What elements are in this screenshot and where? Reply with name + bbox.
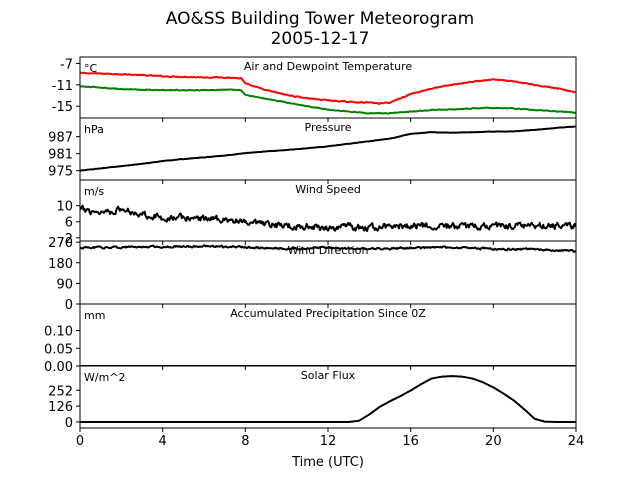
series-line-2 bbox=[80, 85, 576, 115]
y-tick-label: 0.00 bbox=[44, 360, 73, 375]
panel-label: Wind Speed bbox=[295, 183, 361, 196]
y-tick-label: 975 bbox=[48, 165, 73, 180]
x-axis-label: Time (UTC) bbox=[291, 455, 364, 470]
chart-title-line-2: 2005-12-17 bbox=[271, 29, 370, 49]
panel-unit: m/s bbox=[84, 185, 104, 198]
y-tick-label: 180 bbox=[48, 257, 73, 272]
y-tick-label: 126 bbox=[48, 400, 73, 415]
panel-label: Pressure bbox=[305, 121, 352, 134]
panel-5: 0.00 0.05 0.10 Accumulated Precipitation Si… bbox=[44, 303, 577, 375]
x-axis: 0 4 8 12 16 20 24 bbox=[76, 434, 584, 449]
y-tick-label: -15 bbox=[52, 100, 73, 115]
panel-label: Wind Direction bbox=[288, 244, 369, 257]
series-line-1 bbox=[80, 125, 576, 172]
panels: -15 -11 -7 Air and Dewpoint Temperature °C 97… bbox=[44, 56, 577, 432]
panel-1: -15 -11 -7 Air and Dewpoint Temperature °C bbox=[52, 56, 577, 122]
chart-title-line-1: AO&SS Building Tower Meteorogram bbox=[166, 9, 474, 29]
y-tick-label: 987 bbox=[48, 131, 73, 146]
panel-label: Accumulated Precipitation Since 0Z bbox=[230, 307, 426, 320]
series-line-1 bbox=[80, 244, 576, 253]
y-tick-label: 0 bbox=[65, 298, 73, 313]
panel-unit: °C bbox=[84, 62, 98, 75]
y-tick-label: -11 bbox=[52, 79, 73, 94]
panel-unit: W/m^2 bbox=[84, 371, 126, 384]
y-tick-label: 2 bbox=[65, 232, 73, 247]
y-tick-label: 10 bbox=[56, 200, 73, 215]
y-tick-label: 981 bbox=[48, 148, 73, 163]
x-tick-label: 20 bbox=[485, 434, 502, 449]
series-line-1 bbox=[80, 204, 576, 233]
panel-unit: mm bbox=[84, 309, 105, 322]
series-line-1 bbox=[80, 71, 576, 105]
panel-label: Solar Flux bbox=[301, 369, 356, 382]
series-line-1 bbox=[80, 375, 576, 423]
panel-4: 0 90 180 270 Wind Direction bbox=[48, 236, 577, 313]
y-tick-label: 0.05 bbox=[44, 342, 73, 357]
y-tick-label: 6 bbox=[65, 216, 73, 231]
y-tick-label: -7 bbox=[60, 57, 73, 72]
x-tick-label: 12 bbox=[320, 434, 337, 449]
y-tick-label: 0 bbox=[65, 416, 73, 431]
x-tick-label: 4 bbox=[159, 434, 167, 449]
y-tick-label: 270 bbox=[48, 236, 73, 251]
y-tick-label: 252 bbox=[48, 384, 73, 399]
y-tick-label: 0.10 bbox=[44, 325, 73, 340]
x-tick-label: 8 bbox=[241, 434, 249, 449]
y-tick-label: 90 bbox=[56, 277, 73, 292]
panel-unit: hPa bbox=[84, 123, 104, 136]
x-tick-label: 0 bbox=[76, 434, 84, 449]
x-tick-label: 16 bbox=[402, 434, 419, 449]
x-tick-label: 24 bbox=[568, 434, 585, 449]
panel-label: Air and Dewpoint Temperature bbox=[244, 60, 412, 73]
